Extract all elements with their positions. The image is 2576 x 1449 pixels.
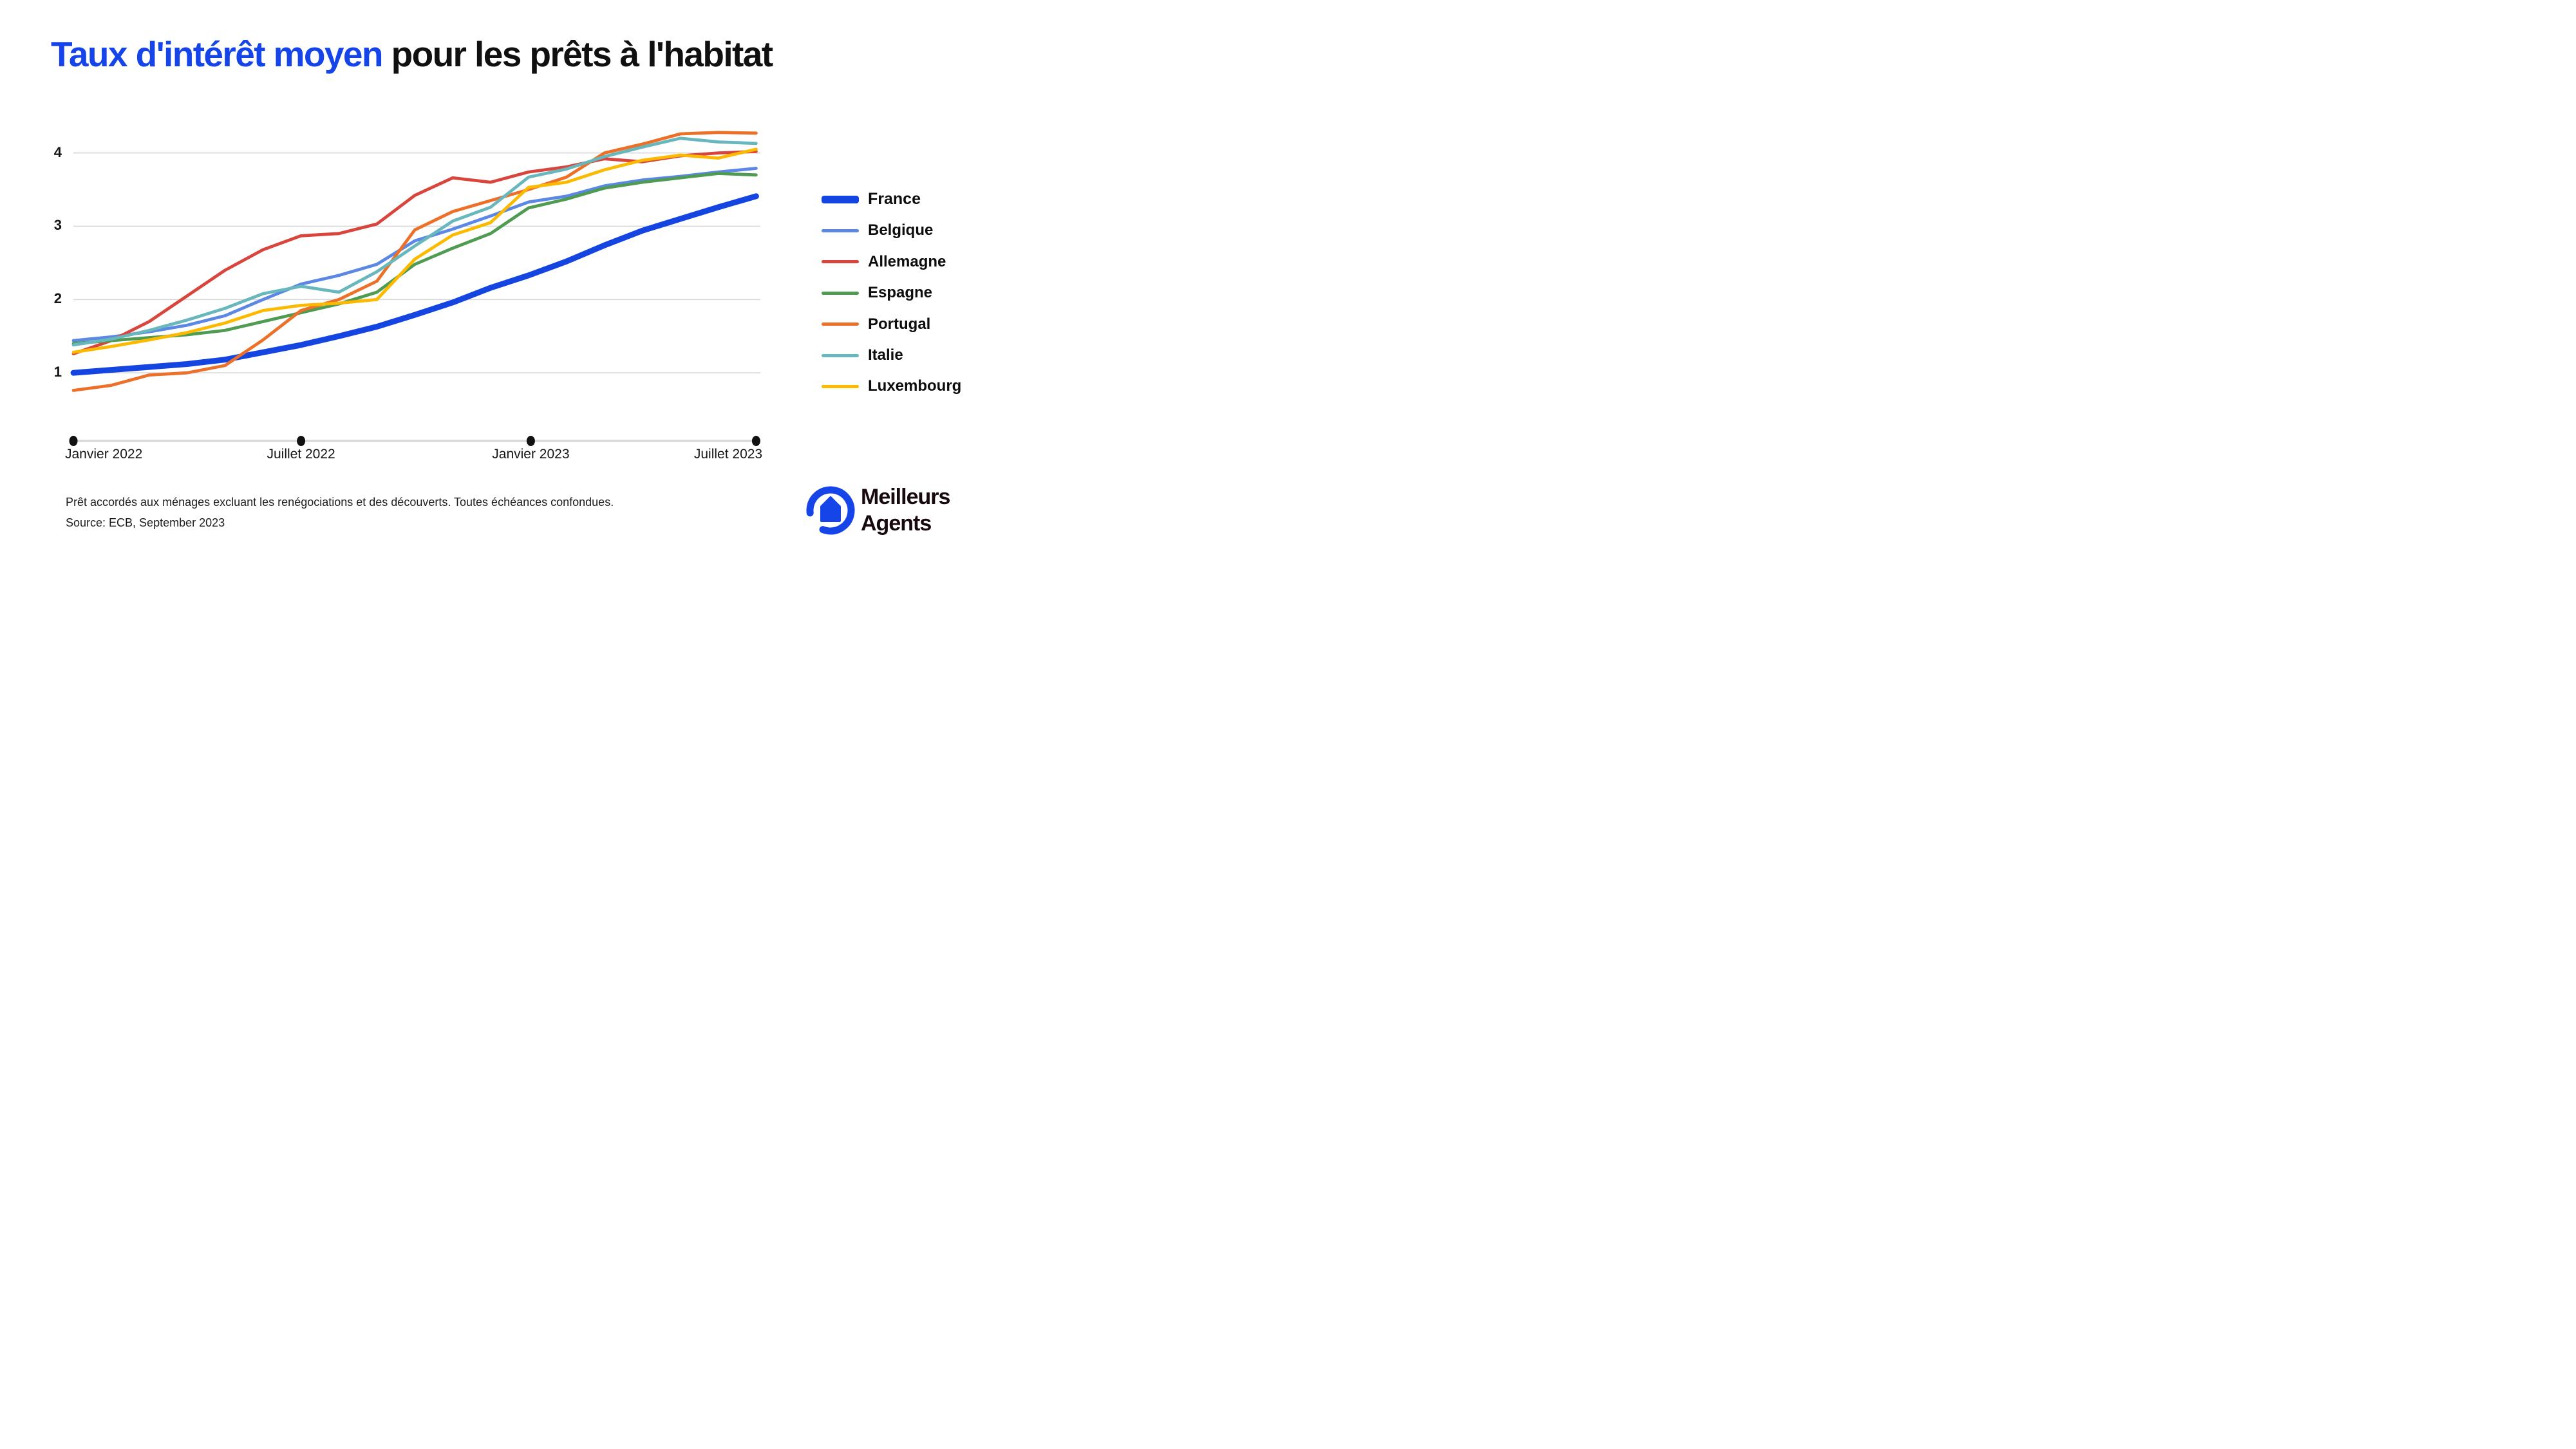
legend-label-allemagne: Allemagne [868,252,946,270]
axis-dot-1 [297,436,306,446]
logo-line2: Agents [861,511,932,536]
legend-label-espagne: Espagne [868,284,933,302]
x-tick-janvier-2023: Janvier 2023 [492,447,570,462]
x-tick-janvier-2022: Janvier 2022 [65,447,143,462]
footnote: Prêt accordés aux ménages excluant les r… [66,492,614,533]
legend-swatch-portugal [822,323,859,326]
series-line-belgique [71,167,758,342]
axis-dot-2 [526,436,535,446]
series-line-portugal [71,131,758,392]
page-title: Taux d'intérêt moyen pour les prêts à l'… [51,33,774,75]
y-tick-3: 3 [53,217,62,234]
y-tick-1: 1 [53,364,62,380]
legend-swatch-allemagne [822,260,859,264]
series-line-italie [71,136,758,347]
footnote-line1: Prêt accordés aux ménages excluant les r… [66,496,614,509]
line-chart [69,131,760,446]
y-tick-4: 4 [53,144,62,160]
logo-wordmark: Meilleurs Agents [861,484,950,537]
legend-label-portugal: Portugal [868,315,931,333]
legend-swatch-italie [822,353,859,357]
axis-dot-3 [751,436,760,446]
page-title-highlight: Taux d'intérêt moyen [51,34,383,74]
legend-label-italie: Italie [868,346,903,364]
series-line-espagne [71,172,758,346]
series-line-france [70,193,759,376]
x-tick-juillet-2023: Juillet 2023 [693,447,763,462]
legend-swatch-belgique [822,229,859,232]
footnote-line2: Source: ECB, September 2023 [66,516,225,529]
series-line-luxembourg [71,147,758,354]
page-title-rest: pour les prêts à l'habitat [382,34,774,74]
axis-dot-0 [69,436,78,446]
legend-label-belgique: Belgique [868,221,934,239]
logo-line1: Meilleurs [861,485,950,509]
meilleurs-agents-logo: Meilleurs Agents [805,485,1024,543]
legend-label-france: France [868,190,921,208]
x-tick-juillet-2022: Juillet 2022 [267,447,335,462]
legend-swatch-espagne [822,291,859,295]
house-in-circle-icon [806,486,855,535]
legend-label-luxembourg: Luxembourg [868,377,962,395]
y-tick-2: 2 [53,290,62,307]
legend-swatch-luxembourg [822,384,859,388]
legend-swatch-france [822,196,859,203]
infographic-page: Taux d'intérêt moyen pour les prêts à l'… [0,0,1030,579]
